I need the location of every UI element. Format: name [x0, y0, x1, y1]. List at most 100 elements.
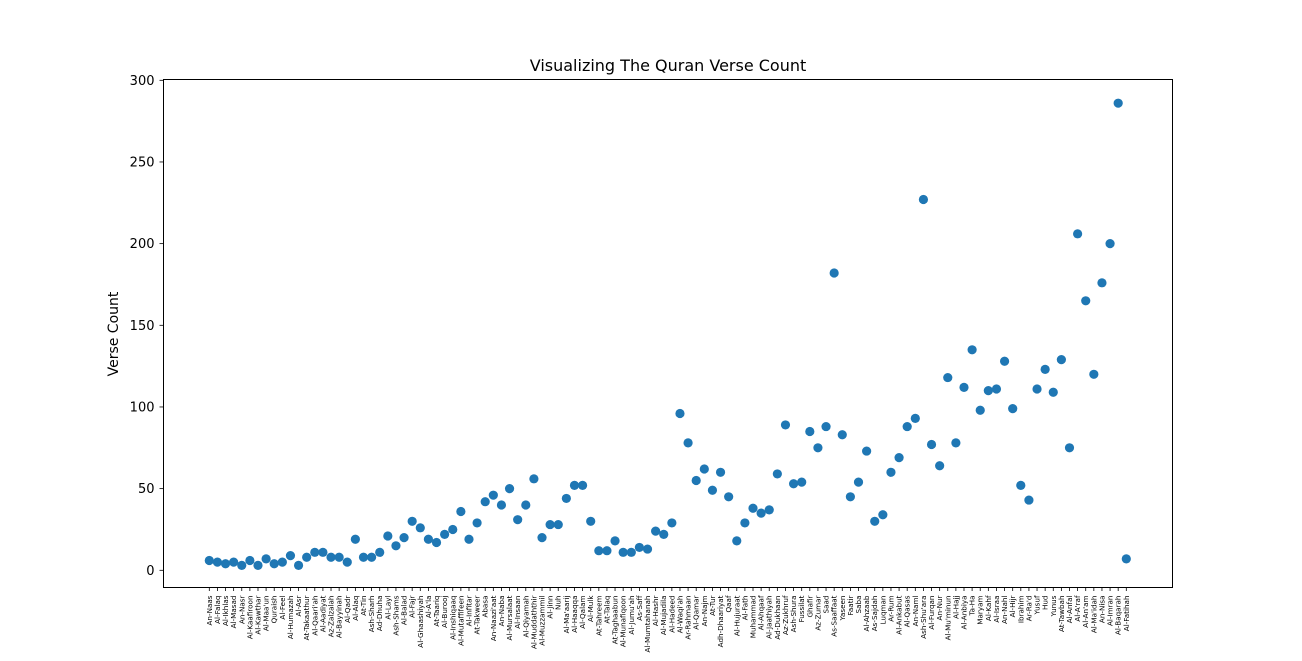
x-tick-label: Al-Kahf: [984, 595, 993, 621]
x-tick-label: Ash-Sharh: [367, 596, 376, 633]
data-point: [886, 467, 896, 477]
data-point: [862, 446, 872, 456]
data-point: [480, 497, 490, 507]
x-tick-label: An-Naml: [911, 596, 920, 627]
data-point: [399, 533, 409, 543]
data-point: [472, 518, 482, 528]
data-point: [1024, 495, 1034, 505]
x-tick-label: At-Talaq: [602, 596, 611, 624]
x-tick-label: Al-An'am: [1081, 596, 1090, 628]
x-tick-label: Az-Zukhruf: [781, 595, 790, 635]
data-point: [496, 500, 507, 510]
data-point: [220, 559, 231, 569]
data-point: [651, 526, 661, 536]
data-point: [667, 518, 677, 528]
x-tick-label: Al-Fajr: [408, 595, 417, 617]
data-point: [277, 557, 287, 567]
y-tick-label: 50: [138, 482, 155, 497]
data-point: [634, 542, 644, 553]
x-tick-label: Al-Kawthar: [253, 595, 262, 634]
data-point: [1105, 239, 1115, 249]
x-tick-label: An-Nisa: [1097, 596, 1106, 624]
x-tick-label: Saad: [822, 596, 831, 614]
x-tick-label: Muhammad: [749, 596, 758, 639]
data-point: [764, 505, 774, 515]
x-tick-label: Al-Burooj: [440, 595, 449, 627]
x-tick-label: Al-Mujadila: [659, 596, 668, 636]
data-point: [513, 515, 523, 525]
x-tick-label: At-Tin: [359, 596, 368, 616]
x-tick-label: Ar-Rahmaan: [684, 596, 693, 640]
data-point: [813, 443, 823, 453]
data-point: [999, 356, 1010, 366]
data-point: [521, 500, 531, 510]
data-point: [261, 554, 271, 564]
x-tick-label: Al-Hijr: [1008, 595, 1017, 617]
x-tick-label: Al-A'la: [424, 596, 433, 619]
data-point: [391, 541, 401, 551]
x-tick-label: Al-Ahzaab: [862, 595, 871, 631]
x-tick-label: Al-Aadiyat: [318, 595, 327, 632]
x-tick-label: At-Tur: [708, 595, 717, 615]
x-tick-label: Al-Israa: [992, 595, 1001, 622]
data-point: [1040, 364, 1050, 374]
data-points: [204, 98, 1131, 571]
x-tick-label: Al-Waqi'ah: [675, 596, 684, 634]
x-tick-label: Al-Fath: [740, 596, 749, 621]
data-point: [553, 519, 563, 530]
x-tick-label: Al-A'raf: [1073, 595, 1082, 622]
data-point: [1064, 443, 1075, 453]
data-point: [204, 555, 214, 566]
x-tick-label: Al-Mumtahanah: [643, 596, 652, 653]
data-point: [594, 546, 604, 556]
data-point: [1016, 480, 1026, 490]
y-tick-label: 250: [130, 155, 155, 170]
x-tick-label: Al-Qalam: [578, 596, 587, 629]
data-point: [675, 408, 685, 419]
x-tick-label: Al-Hadeed: [667, 596, 676, 633]
x-tick-label: An-Nahl: [1000, 596, 1009, 624]
data-point: [1097, 278, 1107, 288]
data-point: [358, 552, 369, 562]
x-tick-label: Al-Jumu'ah: [627, 596, 636, 635]
x-tick-label: Ad-Dhuha: [375, 596, 384, 632]
x-tick-label: Qaaf: [724, 595, 733, 612]
data-point: [740, 518, 750, 528]
data-point: [797, 477, 807, 487]
data-point: [951, 438, 961, 448]
y-tick-label: 300: [130, 74, 155, 89]
data-point: [212, 557, 223, 567]
data-point: [967, 345, 977, 355]
data-point: [715, 467, 726, 477]
x-tick-label: As-Saaffaat: [830, 595, 839, 636]
x-tick-label: Al-Munafiqoon: [619, 596, 628, 648]
data-point: [375, 547, 385, 557]
data-point: [440, 529, 450, 539]
x-tick-label: As-Saff: [635, 594, 644, 620]
y-tick-label: 150: [130, 319, 155, 334]
x-tick-label: Ar-Rum: [886, 596, 895, 622]
data-point: [926, 439, 937, 450]
data-point: [423, 534, 434, 544]
x-tick-label: Al-Layl: [383, 596, 392, 620]
x-tick-label: Al-Feel: [278, 596, 287, 620]
x-tick-label: Al-Hashr: [651, 595, 660, 626]
data-point: [983, 386, 993, 396]
x-tick-label: Al-Qasas: [903, 595, 912, 627]
data-point: [805, 426, 815, 437]
x-tick-label: Az-Zalzalah: [327, 596, 336, 638]
data-point: [342, 557, 352, 567]
x-tick-label: Ash-Shura: [789, 596, 798, 633]
data-point: [659, 529, 669, 539]
x-tick-label: An-Naba: [497, 596, 506, 627]
x-tick-label: Ad-Dukhaan: [773, 596, 782, 640]
data-point: [1121, 554, 1131, 564]
data-point: [285, 551, 296, 561]
x-tick-label: An-Nasr: [237, 595, 246, 624]
data-point: [699, 464, 709, 474]
data-point: [545, 519, 555, 530]
x-tick-label: Al-Jaathiyah: [765, 596, 774, 639]
data-point: [431, 537, 442, 548]
data-point: [383, 531, 393, 541]
